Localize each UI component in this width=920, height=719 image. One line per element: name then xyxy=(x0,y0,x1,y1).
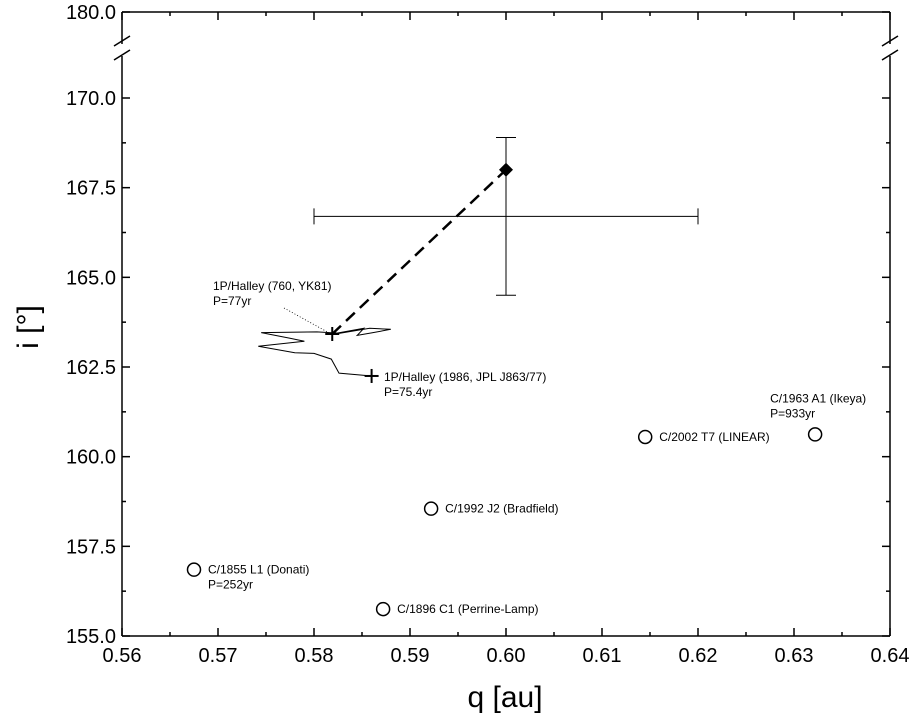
halley-760-label: 1P/Halley (760, YK81) xyxy=(213,279,332,293)
x-tick-label: 0.61 xyxy=(583,645,622,667)
comet-point xyxy=(186,562,202,577)
x-tick-label: 0.56 xyxy=(103,645,142,667)
comet-label: C/1855 L1 (Donati) xyxy=(208,563,309,577)
x-tick-label: 0.63 xyxy=(775,645,814,667)
axes: 0.56 0.57 0.58 0.59 0.60 0.61 0.62 0.63 0.64 155.… xyxy=(66,2,910,667)
halley-1986-label: 1P/Halley (1986, JPL J863/77) xyxy=(384,370,546,384)
y-tick-label: 162.5 xyxy=(66,357,116,379)
comet-point xyxy=(423,501,439,516)
y-tick-label: 160.0 xyxy=(66,447,116,469)
x-tick-label: 0.64 xyxy=(871,645,910,667)
comet-label: C/2002 T7 (LINEAR) xyxy=(659,430,770,444)
comet-point xyxy=(637,429,653,445)
y-axis-title: i [°] xyxy=(12,305,45,349)
x-tick-label: 0.62 xyxy=(679,645,718,667)
axis-break-mark xyxy=(881,35,899,47)
comet-point xyxy=(375,601,391,617)
point-labels: 1P/Halley (760, YK81)P=77yr 1P/Halley (19… xyxy=(208,279,866,616)
y-tick-label: 170.0 xyxy=(66,88,116,110)
x-axis-title: q [au] xyxy=(467,681,542,714)
x-tick-label: 0.58 xyxy=(295,645,334,667)
comet-period: P=252yr xyxy=(208,578,253,592)
y-tick-label: 165.0 xyxy=(66,267,116,289)
axis-break-mark xyxy=(113,35,131,47)
comet-label: C/1992 J2 (Bradfield) xyxy=(445,502,558,516)
y-tick-label: 180.0 xyxy=(66,2,116,24)
halley-orbit-track xyxy=(258,327,391,377)
comet-point xyxy=(807,427,823,442)
x-tick-label: 0.57 xyxy=(199,645,238,667)
y-tick-label: 157.5 xyxy=(66,536,116,558)
y-tick-label: 155.0 xyxy=(66,626,116,648)
halley-760-leader xyxy=(283,307,330,334)
halley-760-period: P=77yr xyxy=(213,294,251,308)
axis-break-mark xyxy=(881,49,899,61)
comet-period: P=933yr xyxy=(770,406,815,420)
comet-label: C/1963 A1 (Ikeya) xyxy=(770,391,866,405)
measured-point-diamond xyxy=(499,162,513,177)
comet-label: C/1896 C1 (Perrine-Lamp) xyxy=(397,602,538,616)
x-tick-label: 0.60 xyxy=(487,645,526,667)
halley-1986-period: P=75.4yr xyxy=(384,385,432,399)
dashed-connector xyxy=(331,168,507,335)
axis-break-mark xyxy=(113,49,131,61)
x-tick-label: 0.59 xyxy=(391,645,430,667)
y-tick-label: 167.5 xyxy=(66,178,116,200)
plot-area xyxy=(186,136,823,617)
